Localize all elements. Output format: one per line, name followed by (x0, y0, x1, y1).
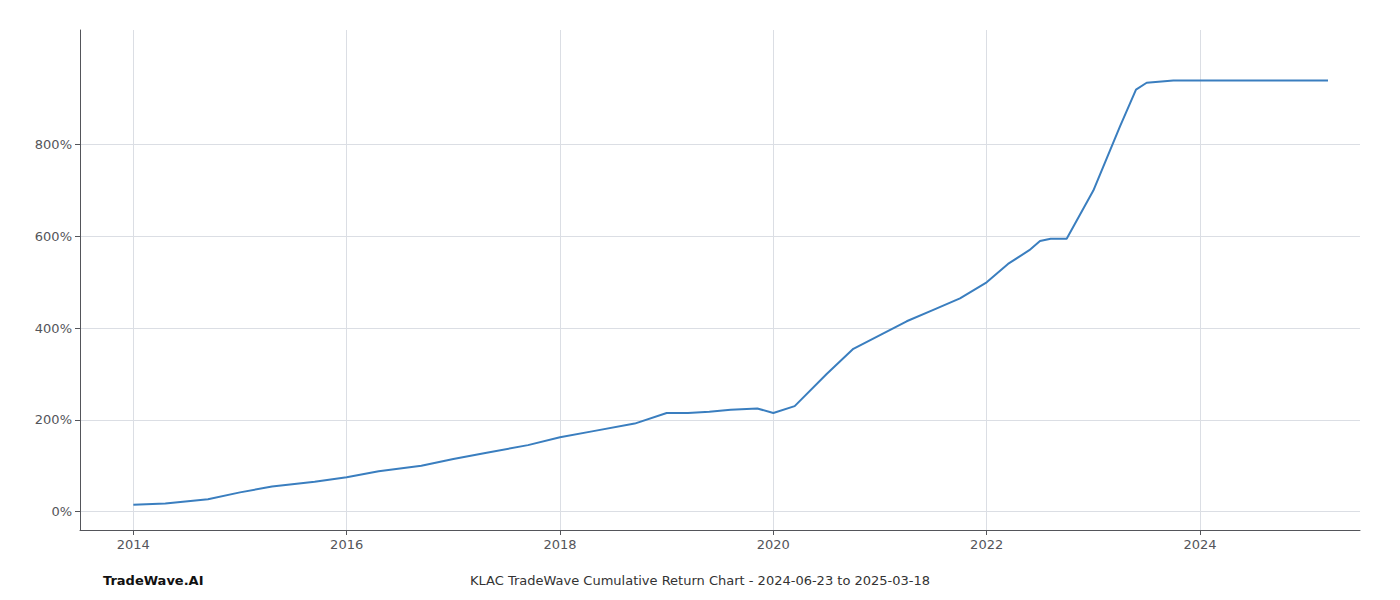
svg-text:TradeWave.AI: TradeWave.AI (103, 573, 204, 588)
svg-text:KLAC TradeWave Cumulative Retu: KLAC TradeWave Cumulative Return Chart -… (470, 573, 930, 588)
svg-text:0%: 0% (51, 504, 72, 519)
svg-text:2020: 2020 (757, 537, 790, 552)
svg-text:2014: 2014 (117, 537, 150, 552)
svg-text:2022: 2022 (970, 537, 1003, 552)
svg-text:200%: 200% (35, 412, 72, 427)
svg-text:2016: 2016 (330, 537, 363, 552)
svg-text:2024: 2024 (1183, 537, 1216, 552)
svg-text:400%: 400% (35, 321, 72, 336)
svg-text:800%: 800% (35, 137, 72, 152)
svg-text:2018: 2018 (543, 537, 576, 552)
svg-text:600%: 600% (35, 229, 72, 244)
